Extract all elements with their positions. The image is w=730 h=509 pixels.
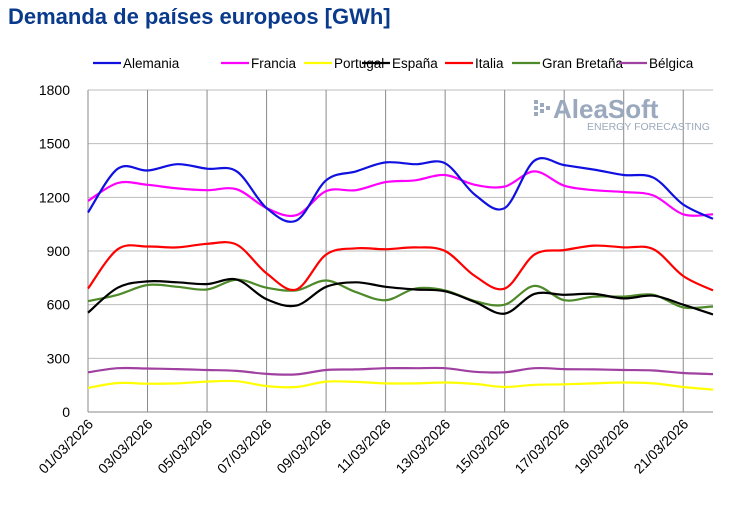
series-line-portugal [87,379,714,391]
y-axis-ticks: 0 300 600 900 1200 1500 1800 [39,82,70,420]
x-tick-label: 17/03/2026 [511,416,572,477]
series-line-francia [87,170,714,218]
legend-label-francia: Francia [251,56,297,71]
legend: Alemania Francia Portugal España Italia Gran … [93,56,694,71]
watermark-tagline: ENERGY FORECASTING [587,121,710,133]
legend-label-belgica: Bélgica [649,56,694,71]
series-line-alemania [87,157,714,223]
y-tick-label: 900 [47,243,71,259]
y-tick-label: 1800 [39,82,70,98]
watermark-brand: AleaSoft [553,94,659,124]
x-tick-label: 01/03/2026 [35,416,96,477]
legend-label-portugal: Portugal [334,56,384,71]
x-tick-label: 09/03/2026 [273,416,334,477]
chart-title: Demanda de países europeos [GWh] [8,4,391,29]
x-tick-label: 03/03/2026 [95,416,156,477]
y-tick-label: 0 [62,404,70,420]
y-tick-label: 300 [47,350,71,366]
x-axis-ticks: 01/03/202603/03/202605/03/202607/03/2026… [35,416,691,477]
legend-label-espana: España [392,56,438,71]
x-tick-label: 13/03/2026 [392,416,453,477]
x-tick-label: 07/03/2026 [214,416,275,477]
series-lines [87,157,714,391]
legend-label-gran-bretana: Gran Bretaña [542,56,624,71]
legend-label-alemania: Alemania [123,56,180,71]
aleasoft-watermark: AleaSoft ENERGY FORECASTING [534,94,710,133]
series-line-espana [87,277,714,316]
x-tick-label: 19/03/2026 [571,416,632,477]
y-tick-label: 1200 [39,189,70,205]
series-line-gran-bretana [87,278,714,310]
x-tick-label: 05/03/2026 [154,416,215,477]
series-line-belgica [87,366,714,376]
series-line-italia [87,241,714,292]
x-tick-label: 15/03/2026 [452,416,513,477]
x-tick-label: 11/03/2026 [334,416,394,476]
y-tick-label: 600 [47,297,71,313]
y-tick-label: 1500 [39,136,70,152]
aleasoft-logo-dots [534,100,550,116]
x-tick-label: 21/03/2026 [630,416,691,477]
legend-label-italia: Italia [475,56,504,71]
gridlines [87,89,713,412]
